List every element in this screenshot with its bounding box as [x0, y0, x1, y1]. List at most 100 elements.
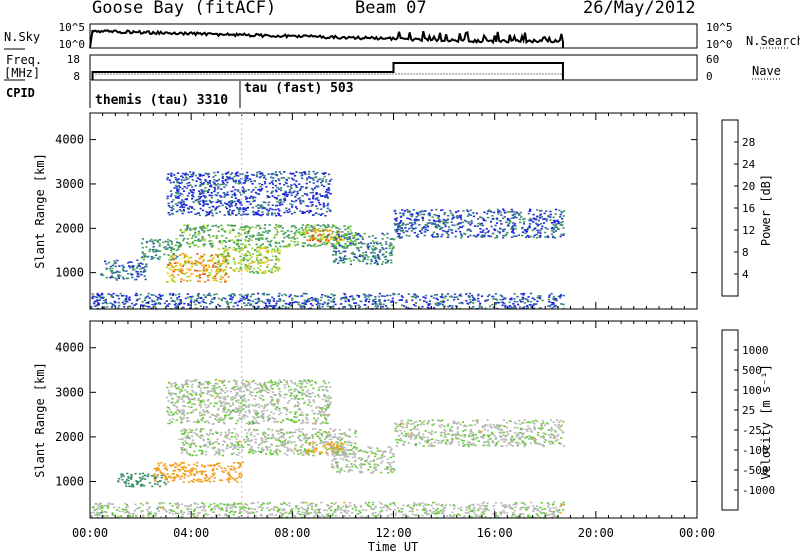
data-cell [207, 260, 210, 262]
data-cell [550, 304, 553, 306]
data-cell [175, 238, 178, 240]
data-cell [297, 428, 301, 430]
data-cell [236, 171, 239, 174]
data-cell [267, 249, 270, 252]
data-cell [306, 232, 309, 234]
data-cell [322, 445, 325, 448]
data-cell [519, 221, 522, 224]
data-cell [271, 208, 274, 211]
data-cell [538, 229, 542, 232]
data-cell [374, 455, 377, 458]
data-cell [209, 481, 212, 483]
data-cell [115, 279, 118, 281]
data-cell [326, 303, 329, 305]
data-cell [199, 262, 202, 264]
data-cell [261, 238, 264, 240]
data-cell [221, 479, 224, 482]
data-cell [264, 270, 267, 272]
data-cell [353, 446, 356, 449]
data-cell [368, 463, 371, 465]
data-cell [237, 454, 240, 456]
data-cell [268, 299, 271, 301]
data-cell [258, 299, 261, 302]
data-cell [523, 229, 527, 231]
data-cell [491, 433, 494, 435]
data-cell [298, 430, 301, 433]
data-cell [390, 461, 393, 464]
data-cell [271, 173, 274, 176]
data-cell [366, 245, 369, 247]
data-cell [299, 200, 302, 203]
data-cell [334, 234, 338, 237]
data-cell [160, 474, 163, 477]
data-cell [437, 215, 440, 217]
data-cell [430, 209, 433, 212]
data-cell [246, 259, 249, 262]
data-cell [342, 247, 345, 249]
data-cell [293, 175, 297, 177]
data-cell [198, 214, 201, 217]
data-cell [184, 449, 187, 452]
data-cell [153, 239, 156, 241]
data-cell [331, 465, 334, 468]
data-cell [195, 445, 198, 448]
data-cell [354, 232, 357, 234]
data-cell [273, 305, 276, 307]
data-cell [210, 300, 213, 303]
data-cell [237, 448, 240, 451]
data-cell [277, 213, 280, 215]
data-cell [171, 269, 174, 272]
data-cell [271, 267, 274, 269]
data-cell [180, 475, 183, 478]
data-cell [372, 470, 375, 473]
data-cell [187, 192, 191, 195]
data-cell [178, 209, 181, 211]
data-cell [270, 214, 274, 216]
data-cell [202, 428, 205, 430]
data-cell [226, 191, 229, 193]
data-cell [525, 230, 528, 233]
data-cell [400, 439, 403, 442]
data-cell [349, 242, 352, 244]
data-cell [234, 435, 237, 438]
nsearch-label: N.Search [746, 34, 800, 48]
data-cell [559, 216, 562, 218]
data-cell [202, 205, 205, 207]
data-cell [412, 227, 415, 230]
data-cell [217, 448, 220, 450]
data-cell [260, 204, 263, 206]
data-cell [198, 197, 201, 200]
data-cell [191, 265, 194, 268]
data-cell [242, 298, 245, 300]
data-cell [562, 420, 565, 423]
data-cell [428, 212, 431, 214]
data-cell [203, 182, 206, 184]
data-cell [133, 268, 136, 271]
data-cell [334, 254, 337, 256]
data-cell [254, 212, 257, 214]
data-cell [486, 424, 489, 427]
data-cell [318, 437, 321, 440]
data-cell [197, 280, 200, 282]
data-cell [404, 224, 407, 226]
data-cell [225, 273, 228, 275]
data-cell [259, 190, 262, 192]
data-cell [226, 259, 229, 261]
data-cell [479, 231, 482, 233]
data-cell [434, 225, 437, 228]
data-cell [506, 211, 509, 213]
data-cell [248, 449, 251, 451]
data-cell [338, 244, 341, 247]
data-cell [261, 211, 264, 213]
data-cell [159, 470, 162, 472]
data-cell [199, 434, 202, 437]
data-cell [534, 442, 537, 445]
data-cell [193, 299, 197, 302]
data-cell [181, 265, 184, 267]
data-cell [390, 249, 393, 252]
data-cell [183, 206, 186, 208]
data-cell [205, 227, 208, 229]
data-cell [196, 472, 199, 474]
data-cell [180, 179, 183, 181]
data-cell [331, 226, 334, 229]
